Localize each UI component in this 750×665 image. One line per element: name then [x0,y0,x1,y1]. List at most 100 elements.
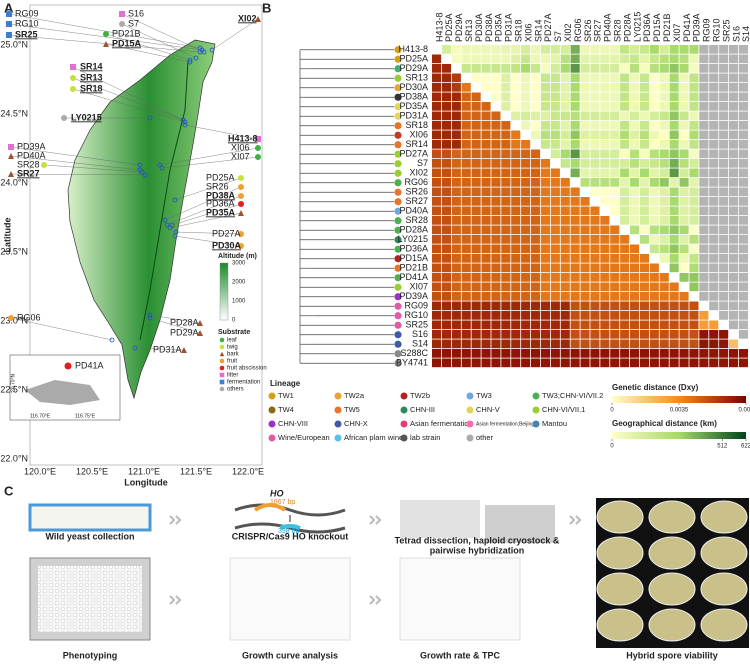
missing-cell [709,121,719,130]
heatmap-cell [570,168,580,178]
heatmap-cell [630,149,640,159]
marker [41,162,47,168]
missing-cell [738,140,748,149]
missing-cell [699,197,709,206]
heatmap-cell [501,168,511,178]
heatmap-cell [679,187,689,197]
heatmap-cell [491,187,501,197]
heatmap-cell [481,83,491,92]
missing-cell [729,92,739,102]
heatmap-cell [669,121,679,130]
heatmap-cell [590,121,600,130]
heatmap-cell [659,83,669,92]
heatmap-cell [610,235,620,244]
lat-tick-label: 22.5°N [0,384,28,394]
missing-cell [699,206,709,216]
heatmap-cell [639,254,649,263]
heatmap-cell [620,263,630,273]
heatmap-cell [481,254,491,263]
heatmap-cell [649,178,659,187]
heatmap-cell [560,121,570,130]
heatmap-cell [580,216,590,225]
heatmap-cell [649,263,659,273]
heatmap-cell [580,330,590,339]
leader-line [105,33,191,61]
heatmap-cell [550,320,560,330]
missing-cell [719,73,729,83]
heatmap-cell [738,358,748,368]
heatmap-cell [689,149,699,159]
heatmap-cell [600,45,610,54]
chevron [369,515,382,525]
row-label: RG06 [404,177,428,187]
strain-label: PD25A [206,172,235,182]
heatmap-cell [738,349,748,358]
heatmap-cell [432,197,442,206]
missing-cell [719,83,729,92]
leader-line [121,13,205,53]
heatmap-cell [679,273,689,282]
heatmap-cell [461,102,471,111]
heatmap-cell [481,149,491,159]
strain-label: H413-8 [228,133,258,143]
heatmap-cell [630,121,640,130]
legend-label: Wine/European [278,433,330,442]
heatmap-cell [630,130,640,140]
heatmap-cell [461,311,471,320]
heatmap-cell [620,197,630,206]
scale-tick-label: 0.0035 [670,408,689,414]
column-label: PD27A [543,13,553,42]
spore-plate [648,500,696,534]
heatmap-cell [590,263,600,273]
heatmap-cell [639,292,649,301]
heatmap-cell [560,64,570,73]
heatmap-cell [491,292,501,301]
heatmap-cell [580,130,590,140]
heatmap-cell [689,282,699,292]
heatmap-cell [540,235,550,244]
heatmap-cell [610,301,620,311]
heatmap-cell [630,216,640,225]
strain-label: SR25 [15,29,38,39]
heatmap-cell [679,92,689,102]
heatmap-cell [620,320,630,330]
leader-line [149,314,201,324]
heatmap-cell [451,244,461,254]
legend-dot [466,406,474,414]
missing-cell [738,244,748,254]
lineage-dot [394,160,402,168]
missing-cell [729,83,739,92]
heatmap-cell [600,187,610,197]
legend-label: CHN-X [344,419,368,428]
missing-cell [729,273,739,282]
heatmap-cell [491,263,501,273]
heatmap-cell [550,45,560,54]
heatmap-cell [511,254,521,263]
spore-plate [596,536,644,570]
heatmap-cell [590,54,600,64]
missing-cell [699,149,709,159]
heatmap-cell [521,111,531,121]
heatmap-cell [501,102,511,111]
heatmap-cell [501,54,511,64]
heatmap-cell [580,73,590,83]
heatmap-cell [540,358,550,368]
heatmap-cell [590,311,600,320]
strain-label: PD40A [17,150,46,160]
lineage-dot [394,245,402,253]
heatmap-cell [659,282,669,292]
heatmap-cell [540,263,550,273]
heatmap-cell [699,358,709,368]
heatmap-cell [669,159,679,168]
heatmap-cell [570,102,580,111]
heatmap-cell [699,349,709,358]
row-label: SR25 [405,320,428,330]
heatmap-cell [580,111,590,121]
heatmap-cell [590,282,600,292]
heatmap-cell [451,263,461,273]
heatmap-cell [471,102,481,111]
heatmap-cell [550,92,560,102]
heatmap-cell [560,140,570,149]
lineage-dot [394,255,402,263]
heatmap-cell [610,140,620,149]
